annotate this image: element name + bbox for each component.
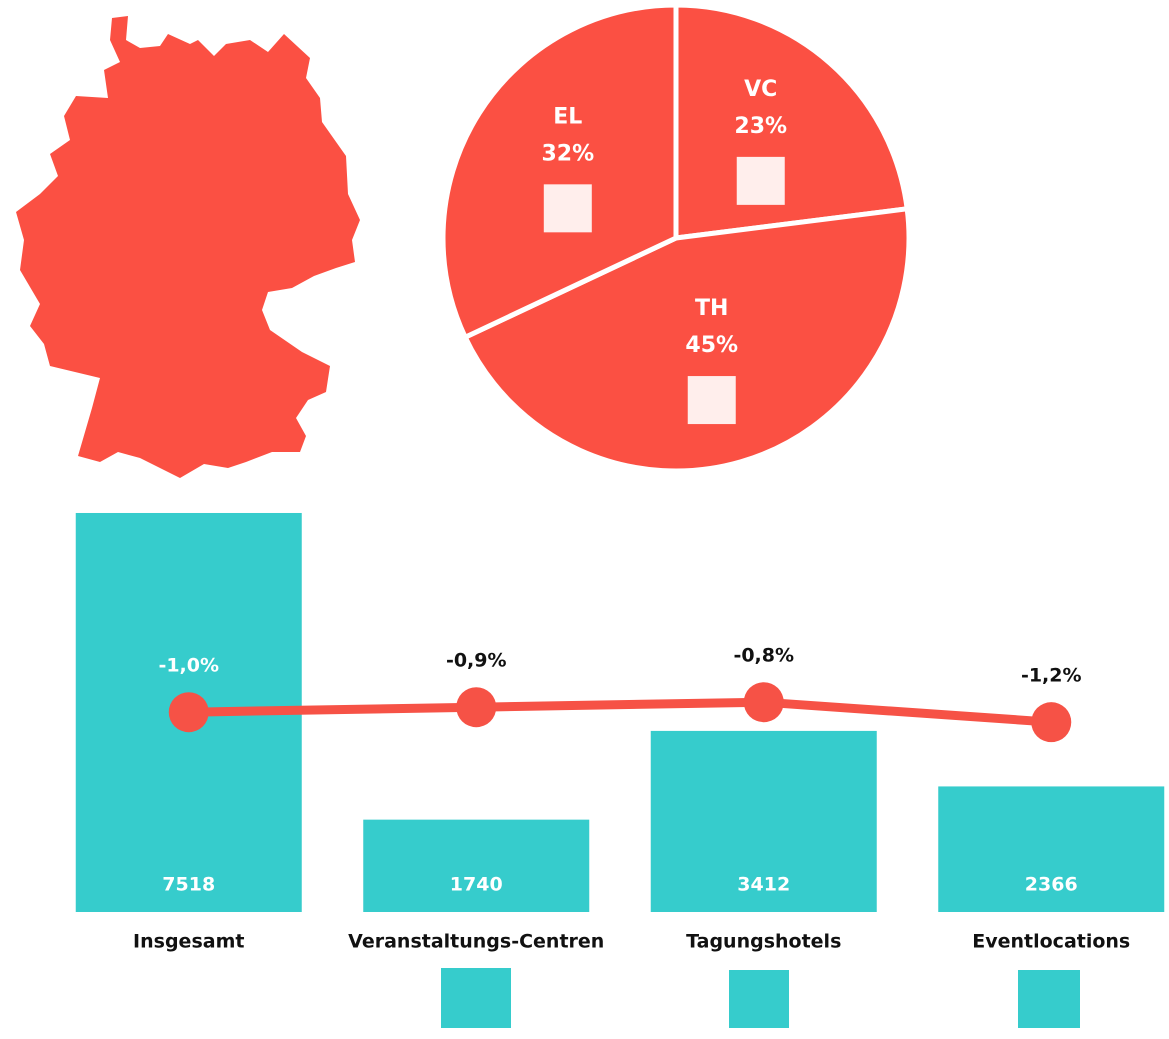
pie-slice bbox=[440, 2, 679, 341]
germany-map bbox=[16, 16, 360, 478]
category-label: Eventlocations bbox=[972, 931, 1130, 953]
line-label: -1,0% bbox=[158, 655, 219, 677]
bar-label: 7518 bbox=[162, 874, 215, 896]
bar-label: 3412 bbox=[737, 874, 790, 896]
line-point bbox=[456, 687, 497, 728]
pie-slice bbox=[461, 206, 912, 474]
category-label: Veranstaltungs-Centren bbox=[348, 931, 604, 953]
slice-icon bbox=[687, 376, 736, 425]
slice-icon bbox=[736, 156, 785, 205]
category-label: Tagungshotels bbox=[686, 931, 841, 953]
line-label: -0,9% bbox=[446, 650, 507, 672]
slice-name: VC bbox=[744, 77, 777, 102]
line-label: -0,8% bbox=[733, 645, 794, 667]
line-label: -1,2% bbox=[1021, 665, 1082, 687]
line-point bbox=[743, 682, 784, 723]
bar bbox=[363, 819, 590, 912]
slice-label: 32% bbox=[541, 141, 594, 166]
icons bbox=[441, 968, 1080, 1028]
slice-icon bbox=[543, 184, 592, 233]
slice-name: EL bbox=[553, 104, 582, 129]
icon-venue bbox=[1018, 970, 1080, 1028]
bar-label: 2366 bbox=[1025, 874, 1078, 896]
icon-building bbox=[441, 968, 511, 1028]
slice-label: 23% bbox=[734, 114, 787, 139]
line-point bbox=[1031, 702, 1072, 743]
pie-slice bbox=[673, 2, 910, 241]
slice-name: TH bbox=[695, 296, 728, 321]
bar bbox=[650, 730, 877, 912]
line bbox=[188, 697, 1052, 727]
category-label: Insgesamt bbox=[133, 931, 244, 953]
line-point bbox=[168, 692, 209, 733]
bar bbox=[938, 786, 1165, 912]
slice-label: 45% bbox=[685, 333, 738, 358]
bar-label: 1740 bbox=[450, 874, 503, 896]
icon-hotel bbox=[729, 970, 789, 1028]
